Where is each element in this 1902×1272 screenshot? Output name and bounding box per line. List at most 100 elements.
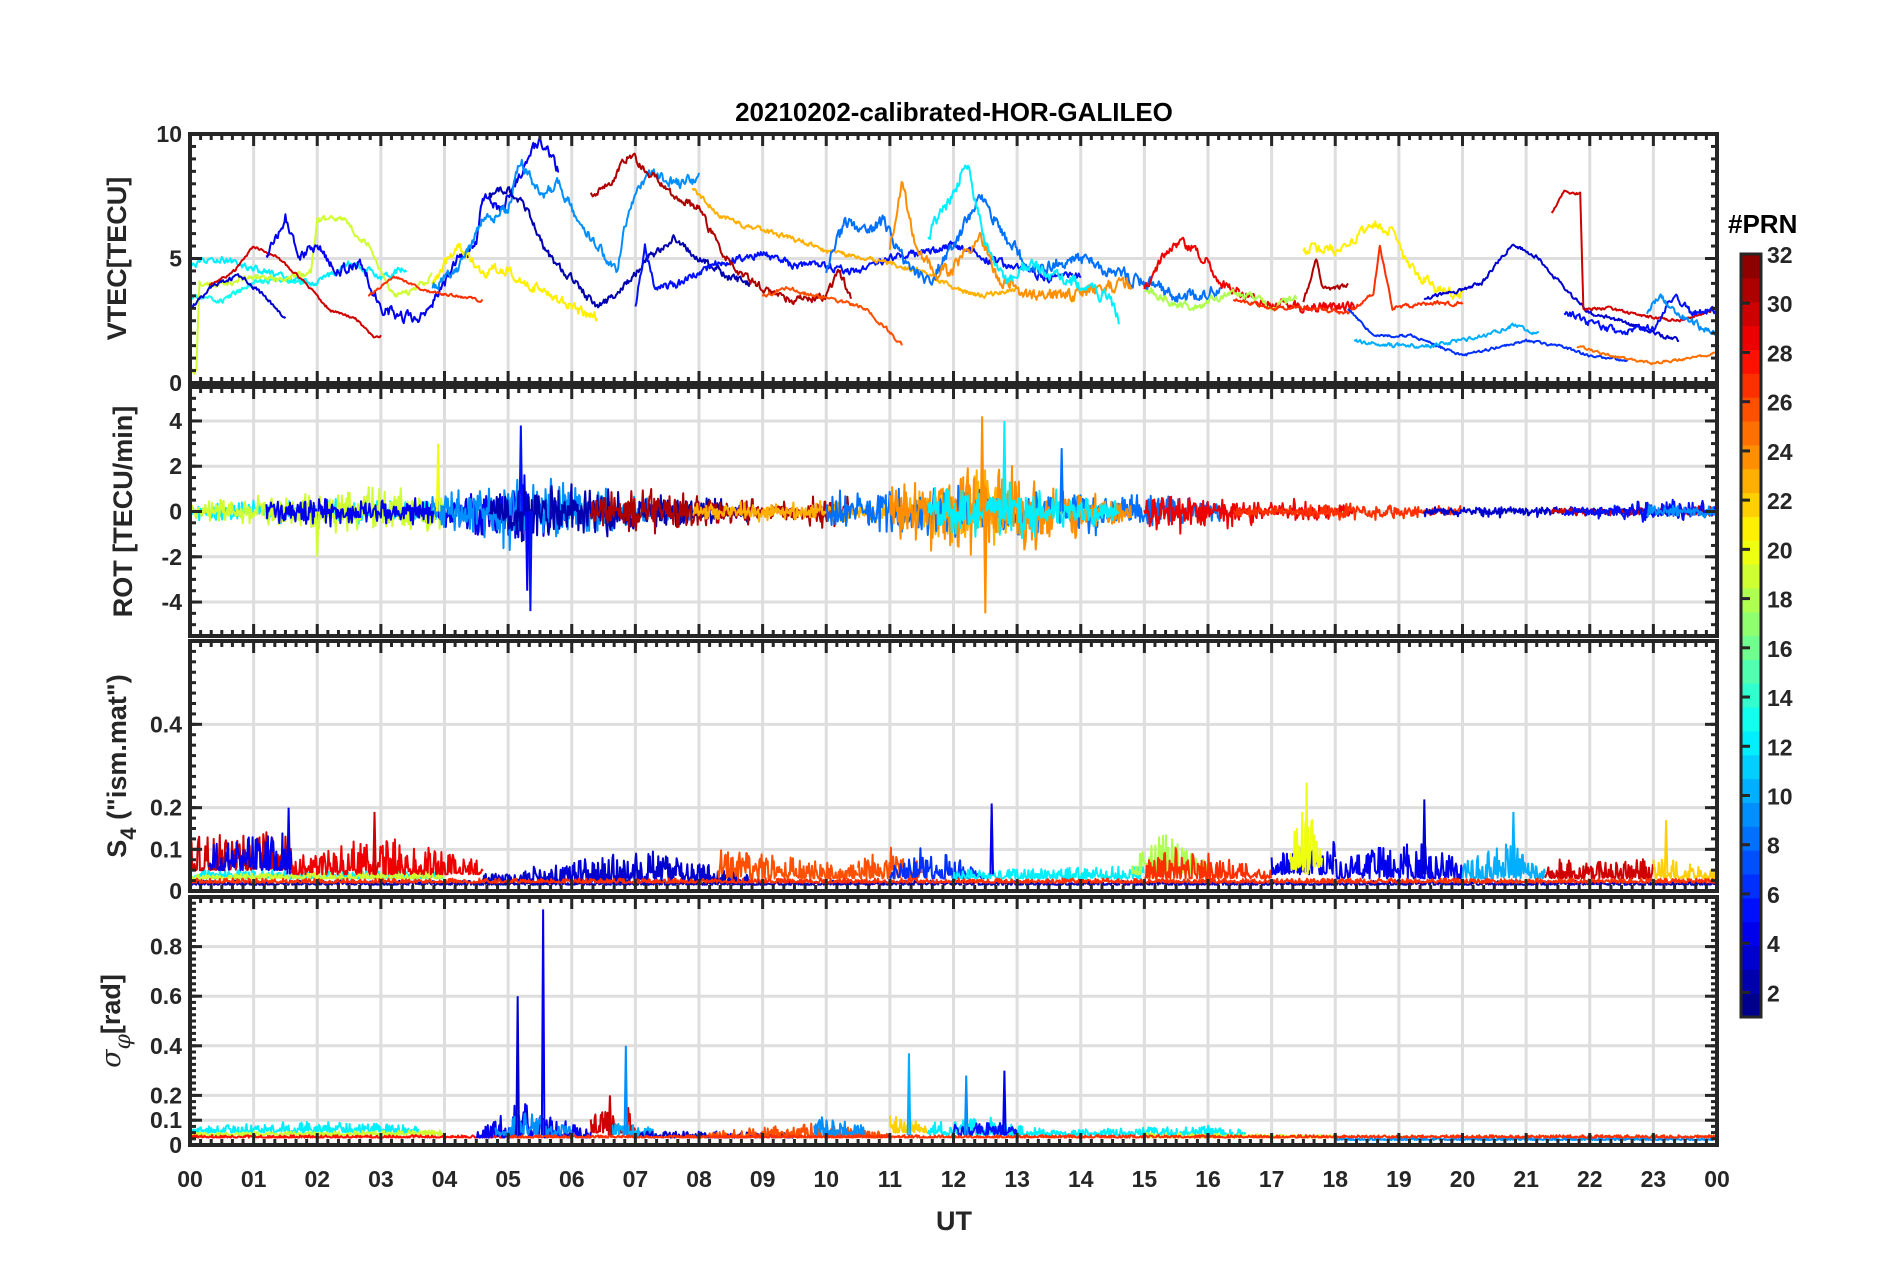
y-tick-label: 0 xyxy=(169,499,182,525)
series-prn-26 xyxy=(857,846,923,880)
colorbar-tick-label: 2 xyxy=(1767,980,1780,1006)
series-prn-27 xyxy=(1232,244,1464,315)
x-tick-label: 17 xyxy=(1259,1166,1285,1192)
grid xyxy=(190,897,1717,1145)
y-tick-label: 0.1 xyxy=(150,836,182,862)
series-prn-29 xyxy=(290,838,484,876)
series-prn-5 xyxy=(1563,293,1717,336)
x-tick-label: 06 xyxy=(559,1166,585,1192)
y-tick-label: 0 xyxy=(169,370,182,396)
spike-prn-4 xyxy=(989,803,994,875)
y-tick-label: 0.6 xyxy=(150,983,182,1009)
x-tick-label: 07 xyxy=(623,1166,649,1192)
y-axis-label-rest: ("ism.mat") xyxy=(102,674,132,827)
colorbar-tick-label: 30 xyxy=(1767,291,1793,317)
panel-s4: 0 0.1 0.2 0.4 S4 ("ism.mat") xyxy=(102,639,1719,904)
series-prn-22 xyxy=(1652,858,1717,880)
spike-prn-12 xyxy=(1002,420,1007,512)
y-axis-label-subscript: φ xyxy=(111,1033,136,1049)
x-tick-label: 22 xyxy=(1577,1166,1603,1192)
series-group xyxy=(190,137,1717,375)
series-prn-12 xyxy=(927,1116,1056,1137)
series-group xyxy=(190,909,1717,1141)
x-tick-label: 18 xyxy=(1322,1166,1348,1192)
series-prn-4 xyxy=(208,832,293,872)
colorbar-level xyxy=(1741,420,1761,446)
colorbar-level xyxy=(1741,468,1761,494)
colorbar-level xyxy=(1741,850,1761,875)
axes-frame xyxy=(188,385,1719,638)
spike-prn-10 xyxy=(906,1053,912,1136)
x-tick-label: 00 xyxy=(177,1166,203,1192)
series-prn-25 xyxy=(1576,345,1717,366)
colorbar-level xyxy=(1741,563,1761,589)
series-prn-29 xyxy=(1143,236,1356,314)
axes-border xyxy=(188,895,1719,1147)
y-tick-label: 4 xyxy=(169,408,182,434)
colorbar-level xyxy=(1741,993,1761,1018)
series-prn-9 xyxy=(1646,503,1717,519)
x-tick-label: 15 xyxy=(1132,1166,1158,1192)
spike-prn-3 xyxy=(1422,799,1427,875)
series-prn-3 xyxy=(1423,243,1680,343)
series-prn-31 xyxy=(1302,258,1349,303)
colorbar-label: #PRN xyxy=(1728,209,1797,239)
x-tick-label: 11 xyxy=(878,1166,903,1192)
spike-prn-5 xyxy=(528,511,533,612)
colorbar-level xyxy=(1741,349,1761,374)
spike-prn-20 xyxy=(435,443,441,512)
x-tick-label: 03 xyxy=(368,1166,394,1192)
x-tick-label: 02 xyxy=(304,1166,330,1192)
x-tick-label: 13 xyxy=(1004,1166,1030,1192)
y-tick-label: 0.2 xyxy=(150,795,182,821)
series-prn-2 xyxy=(488,186,751,309)
colorbar-level xyxy=(1741,540,1761,565)
colorbar-level xyxy=(1741,325,1761,350)
y-axis-label: σφ[rad] xyxy=(96,974,136,1068)
series-prn-30 xyxy=(1550,189,1717,323)
colorbar-level xyxy=(1741,635,1761,660)
y-axis-label-main: S xyxy=(102,840,132,858)
colorbar-level xyxy=(1741,969,1761,994)
panel-vtec: 0 5 10 VTEC[TECU] xyxy=(102,121,1719,396)
spike-prn-10 xyxy=(1511,811,1516,875)
colorbar-tick-label: 20 xyxy=(1767,537,1793,563)
colorbar-tick-label: 12 xyxy=(1767,734,1793,760)
series-group xyxy=(190,416,1717,614)
x-tick-label: 21 xyxy=(1513,1166,1539,1192)
series-prn-12 xyxy=(1054,1124,1247,1137)
y-tick-label: 0.4 xyxy=(150,711,182,737)
series-prn-28 xyxy=(190,1134,509,1139)
colorbar-level xyxy=(1741,730,1761,756)
spike-prn-9 xyxy=(963,1075,969,1136)
x-tick-label: 01 xyxy=(241,1166,267,1192)
colorbar-tick-label: 14 xyxy=(1767,685,1793,711)
colorbar-level xyxy=(1741,802,1761,827)
panel-sigma-phi: 00.10.2 0.4 0.6 0.8 σφ[rad] xyxy=(96,895,1719,1158)
y-tick-label: 0.2 xyxy=(150,1082,182,1108)
y-axis-label-subscript: 4 xyxy=(116,827,141,840)
series-prn-31 xyxy=(589,152,852,306)
series-prn-12 xyxy=(927,164,1120,325)
panel-rot: -4 -2 0 2 4 ROT [TECU/min] xyxy=(108,385,1719,638)
y-tick-label: -4 xyxy=(162,589,183,615)
spike-prn-20 xyxy=(1304,782,1309,875)
colorbar-level xyxy=(1741,492,1761,517)
series-prn-12 xyxy=(927,481,1120,540)
y-tick-label: -2 xyxy=(162,544,182,570)
x-axis-label: UT xyxy=(936,1206,972,1236)
spike-prn-8 xyxy=(1059,448,1064,512)
axes-frame xyxy=(188,639,1719,893)
y-axis-label-rest: [rad] xyxy=(96,974,126,1034)
colorbar-tick-label: 22 xyxy=(1767,488,1793,514)
series-prn-10 xyxy=(1461,843,1546,880)
series-prn-30 xyxy=(208,245,382,339)
series-prn-19 xyxy=(190,214,433,375)
spike-prn-9 xyxy=(623,1045,629,1136)
spike-prn-4 xyxy=(524,511,530,591)
series-prn-12 xyxy=(190,1121,420,1134)
y-tick-label: 0 xyxy=(169,878,182,904)
